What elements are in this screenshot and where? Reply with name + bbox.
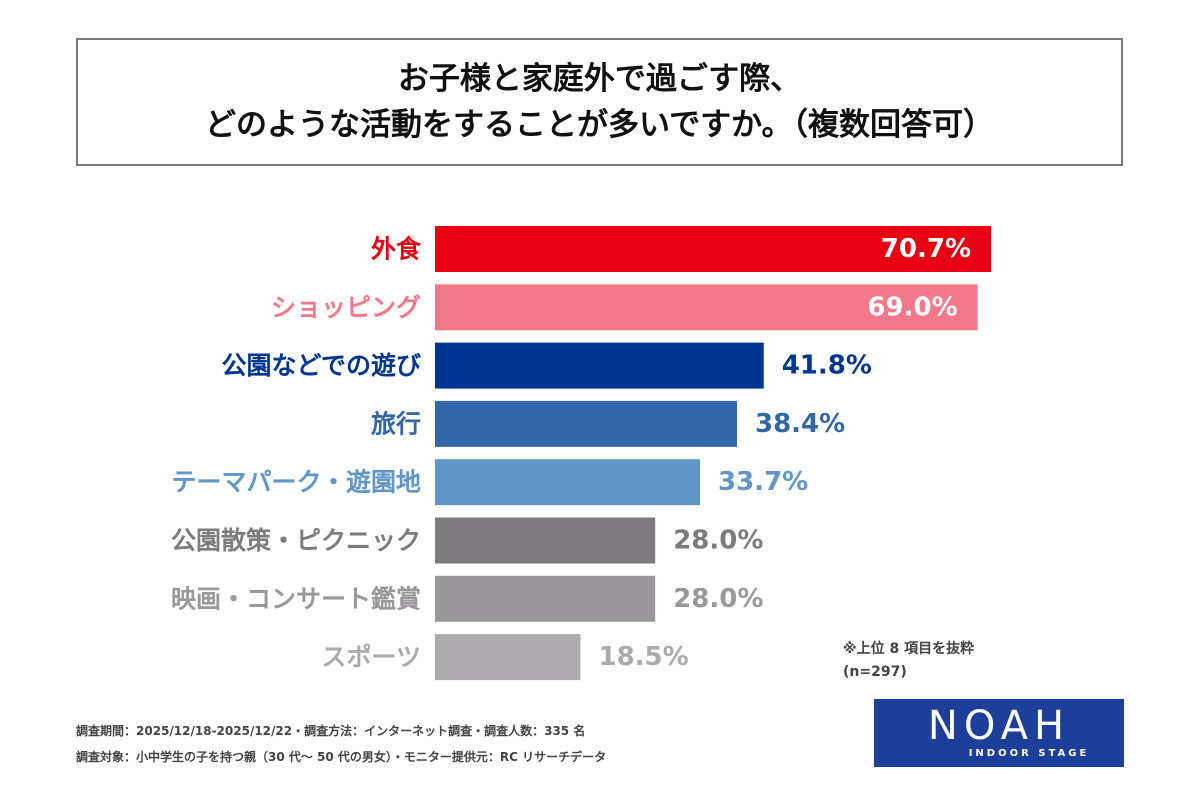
chart-title-line2: どのような活動をすることが多いですか。（複数回答可） [205, 107, 994, 143]
bar-3 [435, 400, 737, 447]
category-label-1: ショッピング [271, 293, 421, 322]
value-label-0: 70.7% [881, 234, 971, 264]
bar-5 [435, 517, 656, 564]
bar-2 [435, 342, 764, 389]
footer-survey-period: 調査期間：2025/12/18-2025/12/22・調査方法：インターネット調… [76, 724, 586, 738]
category-label-7: スポーツ [321, 643, 421, 672]
category-label-5: 公園散策・ピクニック [171, 526, 421, 555]
note-top-items: ※上位 8 項目を抜粋 [843, 641, 975, 657]
value-label-5: 28.0% [673, 526, 763, 556]
logo-subtitle: INDOOR STAGE [968, 748, 1090, 759]
category-label-3: 旅行 [371, 409, 421, 438]
value-label-4: 33.7% [718, 467, 808, 497]
value-label-3: 38.4% [755, 409, 845, 439]
bar-4 [435, 459, 701, 506]
noah-logo: NOAH INDOOR STAGE [874, 699, 1124, 767]
value-label-2: 41.8% [782, 351, 872, 381]
bar-0 [435, 226, 991, 272]
bar-6 [435, 575, 656, 622]
logo-wordmark: NOAH [927, 703, 1071, 749]
note-sample-size: (n=297) [843, 664, 907, 680]
category-label-2: 公園などでの遊び [221, 351, 421, 380]
value-label-7: 18.5% [598, 642, 688, 672]
category-label-6: 映画・コンサート鑑賞 [171, 584, 421, 613]
value-label-1: 69.0% [867, 292, 957, 322]
value-label-6: 28.0% [673, 584, 763, 614]
bar-1 [435, 284, 978, 331]
category-label-0: 外食 [371, 235, 422, 264]
footer-survey-target: 調査対象：小中学生の子を持つ親（30 代～ 50 代の男女）・モニター提供元：R… [76, 750, 607, 764]
category-label-4: テーマパーク・遊園地 [171, 468, 421, 497]
chart-title-line1: お子様と家庭外で過ごす際、 [397, 61, 802, 97]
title-box: お子様と家庭外で過ごす際、 どのような活動をすることが多いですか。（複数回答可） [76, 38, 1123, 166]
bar-7 [435, 634, 581, 681]
